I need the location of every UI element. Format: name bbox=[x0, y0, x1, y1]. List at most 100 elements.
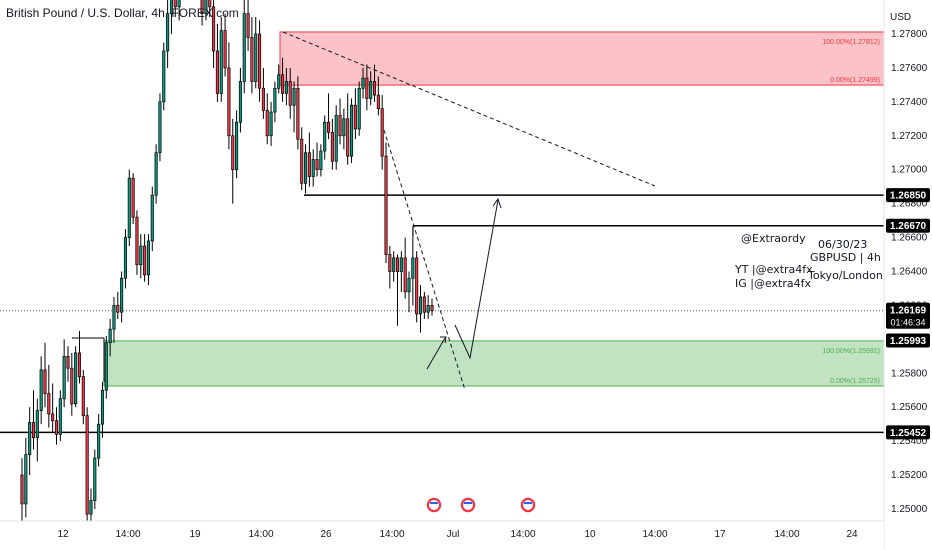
candle-body bbox=[108, 328, 112, 344]
demand-price-tag: 1.25993 bbox=[890, 336, 927, 347]
x-tick-label: 12 bbox=[57, 529, 69, 540]
candle-body bbox=[227, 67, 231, 137]
candle-body bbox=[200, 0, 204, 14]
candle-body bbox=[89, 500, 93, 515]
arrow-head bbox=[492, 197, 502, 209]
trendline-dashed bbox=[383, 129, 466, 391]
candle-body bbox=[238, 81, 242, 123]
candle-body bbox=[135, 216, 139, 266]
candle-body bbox=[388, 254, 392, 272]
candle-body bbox=[131, 177, 135, 218]
candle-body bbox=[127, 177, 131, 238]
x-tick-label: 19 bbox=[189, 529, 201, 540]
candle-body bbox=[116, 305, 120, 313]
countdown-tag: 01:46:34 bbox=[890, 318, 925, 328]
y-tick-label: 1.26400 bbox=[891, 267, 928, 278]
candle-body bbox=[261, 87, 265, 111]
supply-zone-top-label: 100.00%(1.27812) bbox=[822, 39, 880, 46]
candle-body bbox=[346, 118, 350, 157]
x-tick-label: 14:00 bbox=[642, 529, 667, 540]
x-tick-label: 24 bbox=[846, 529, 858, 540]
candle-body bbox=[154, 152, 158, 196]
candle-body bbox=[123, 237, 127, 279]
candle-body bbox=[311, 159, 315, 177]
candle-body bbox=[54, 420, 59, 435]
supply-zone-bottom-label: 0.00%(1.27499) bbox=[830, 77, 880, 84]
candle-body bbox=[20, 474, 24, 505]
candle-body bbox=[376, 94, 380, 109]
candle-body bbox=[342, 118, 346, 137]
candle-body bbox=[315, 159, 319, 171]
annotation-ig: IG |@extra4fx bbox=[735, 277, 812, 290]
candle-body bbox=[265, 109, 269, 137]
candle-body bbox=[24, 454, 28, 505]
candle-body bbox=[97, 423, 101, 459]
candle-body bbox=[361, 77, 365, 89]
candle-body bbox=[139, 245, 143, 266]
candle-body bbox=[426, 305, 430, 313]
candle-body bbox=[93, 457, 97, 501]
x-tick-label: 14:00 bbox=[248, 529, 273, 540]
arrow-head bbox=[440, 336, 447, 344]
candle-body bbox=[143, 245, 147, 276]
y-tick-label: 1.25600 bbox=[891, 402, 928, 413]
candle-body bbox=[269, 111, 273, 137]
x-tick-label: 17 bbox=[714, 529, 726, 540]
candle-body bbox=[330, 132, 334, 162]
candle-body bbox=[327, 121, 331, 133]
candle-body bbox=[166, 13, 170, 52]
projection-arrow bbox=[426, 337, 446, 370]
y-tick-label: 1.26800 bbox=[891, 199, 928, 210]
y-tick-label: 1.25800 bbox=[891, 368, 928, 379]
candle-body bbox=[411, 257, 415, 279]
time-axis-bg bbox=[0, 521, 884, 550]
candle-body bbox=[284, 81, 288, 94]
x-tick-label: 14:00 bbox=[510, 529, 535, 540]
candle-body bbox=[146, 240, 150, 276]
candle-body bbox=[120, 277, 124, 313]
candle-body bbox=[28, 422, 32, 456]
candle-body bbox=[304, 152, 308, 184]
currency-label: USD bbox=[890, 12, 911, 23]
y-tick-label: 1.25400 bbox=[891, 436, 928, 447]
candle-body bbox=[407, 277, 411, 293]
candle-body bbox=[100, 389, 105, 425]
x-tick-label: Jul bbox=[447, 529, 460, 540]
candle-body bbox=[307, 152, 311, 177]
level-price-tag-bg bbox=[886, 218, 930, 233]
level-price-tag: 1.26850 bbox=[890, 191, 927, 202]
y-tick-label: 1.25200 bbox=[891, 470, 928, 481]
y-tick-label: 1.27200 bbox=[891, 131, 928, 142]
candle-body bbox=[288, 81, 292, 106]
candle-body bbox=[85, 415, 89, 515]
annotation-session: Tokyo/London bbox=[807, 269, 883, 282]
annotation-date: 06/30/23 bbox=[818, 238, 867, 251]
y-tick-label: 1.26600 bbox=[891, 233, 928, 244]
y-tick-label: 1.27800 bbox=[891, 29, 928, 40]
event-icon-us-flag bbox=[425, 496, 443, 514]
y-tick-label: 1.27000 bbox=[891, 165, 928, 176]
candle-body bbox=[380, 108, 384, 157]
candle-body bbox=[204, 0, 208, 14]
candle-body bbox=[215, 50, 219, 94]
candle-body bbox=[31, 422, 36, 439]
candle-body bbox=[258, 33, 262, 89]
candle-body bbox=[177, 0, 181, 8]
candle-body bbox=[372, 81, 377, 96]
candle-body bbox=[104, 342, 108, 391]
x-tick-label: 14:00 bbox=[115, 529, 140, 540]
candle-body bbox=[58, 398, 62, 435]
chart-title: British Pound / U.S. Dollar, 4h, FOREX.c… bbox=[6, 6, 239, 20]
candle-body bbox=[430, 305, 434, 311]
event-icon-us-flag bbox=[519, 496, 537, 514]
candle-body bbox=[296, 87, 300, 140]
candle-body bbox=[66, 355, 70, 369]
candle-body bbox=[349, 104, 354, 157]
event-icon-us-flag bbox=[459, 496, 477, 514]
candle-body bbox=[150, 194, 154, 242]
candle-body bbox=[292, 87, 296, 106]
candle-body bbox=[47, 393, 51, 415]
level-price-tag: 1.26670 bbox=[890, 221, 927, 232]
level-price-tag-bg bbox=[886, 425, 930, 440]
